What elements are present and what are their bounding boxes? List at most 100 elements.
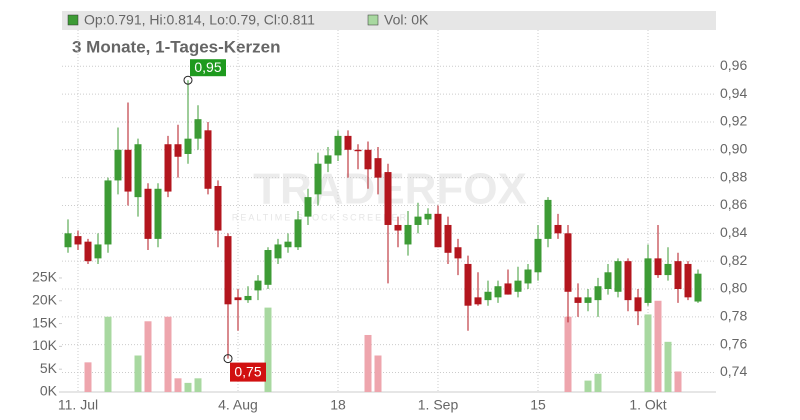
subtitle: 3 Monate, 1-Tages-Kerzen xyxy=(72,37,280,56)
volume-bar xyxy=(264,307,272,392)
y-tick-label: 0,78 xyxy=(720,308,747,324)
candle-body xyxy=(204,130,212,189)
candle-body xyxy=(184,138,192,154)
candle-body xyxy=(564,233,572,292)
x-tick-label: 15 xyxy=(530,397,546,413)
candle-body xyxy=(594,286,602,301)
high-label: 0,95 xyxy=(194,59,221,75)
y-tick-label: 0,86 xyxy=(720,196,747,212)
candle-body xyxy=(534,238,542,273)
candle-body xyxy=(374,158,382,178)
candle-body xyxy=(74,236,82,245)
volume-bar xyxy=(674,371,682,392)
candle-body xyxy=(154,188,162,239)
candle-body xyxy=(114,149,122,181)
candle-body xyxy=(514,280,522,292)
candle-body xyxy=(674,261,682,289)
volume-header: Vol: 0K xyxy=(384,12,429,28)
volume-bar xyxy=(164,316,172,392)
candle-body xyxy=(134,144,142,198)
candle-body xyxy=(664,263,672,276)
candle-body xyxy=(444,224,452,253)
candle-body xyxy=(634,297,642,312)
x-tick-label: 4. Aug xyxy=(218,397,258,413)
candle-body xyxy=(694,273,702,302)
candle-body xyxy=(604,272,612,289)
candle-body xyxy=(304,197,312,217)
candle-body xyxy=(414,216,422,225)
candle-body xyxy=(334,135,342,156)
candle-body xyxy=(404,224,412,245)
volume-bar xyxy=(104,316,112,392)
candle-body xyxy=(504,283,512,295)
y2-tick-label: 5K xyxy=(40,360,58,376)
volume-bar xyxy=(374,355,382,392)
header-bar xyxy=(62,11,716,30)
y-tick-label: 0,74 xyxy=(720,363,747,379)
y-tick-label: 0,92 xyxy=(720,113,747,129)
candle-body xyxy=(494,286,502,298)
volume-bar xyxy=(174,378,182,392)
candle-body xyxy=(644,258,652,303)
volume-bar xyxy=(654,300,662,392)
candle-body xyxy=(684,263,692,298)
y-tick-label: 0,94 xyxy=(720,85,747,101)
y-tick-label: 0,80 xyxy=(720,280,747,296)
volume-bar xyxy=(84,362,92,392)
candle-body xyxy=(314,163,322,195)
candle-body xyxy=(254,280,262,291)
candle-body xyxy=(164,144,172,192)
candle-body xyxy=(354,149,362,152)
candle-body xyxy=(234,297,242,301)
candle-body xyxy=(124,149,132,192)
candle-body xyxy=(384,172,392,225)
y-tick-label: 0,82 xyxy=(720,252,747,268)
candle-body xyxy=(574,297,582,303)
candle-body xyxy=(544,199,552,239)
candle-body xyxy=(624,261,632,301)
candle-body xyxy=(654,258,662,276)
candle-body xyxy=(104,180,112,245)
high-marker xyxy=(183,75,193,85)
candle-body xyxy=(394,224,402,231)
y2-tick-label: 15K xyxy=(32,314,58,330)
y2-tick-label: 20K xyxy=(32,291,58,307)
candle-body xyxy=(274,244,282,259)
watermark-sub: REALTIME STOCK SCREENER xyxy=(232,212,408,222)
volume-bar xyxy=(594,373,602,392)
candle-body xyxy=(284,241,292,248)
candle-body xyxy=(294,219,302,248)
volume-bar xyxy=(144,321,152,392)
y-tick-label: 0,84 xyxy=(720,224,747,240)
candle-body xyxy=(554,224,562,234)
y-tick-label: 0,88 xyxy=(720,168,747,184)
x-tick-label: 1. Sep xyxy=(418,397,459,413)
volume-bar xyxy=(584,380,592,392)
volume-swatch xyxy=(367,14,379,26)
candle-body xyxy=(94,244,102,259)
volume-bar xyxy=(364,334,372,392)
candle-body xyxy=(434,213,442,248)
candle-body xyxy=(344,135,352,150)
candle-body xyxy=(84,241,92,262)
y-tick-label: 0,90 xyxy=(720,141,747,157)
candle-body xyxy=(464,263,472,306)
y2-tick-label: 0K xyxy=(40,383,58,399)
low-marker xyxy=(223,354,233,364)
x-tick-label: 11. Jul xyxy=(58,397,98,413)
candle-body xyxy=(194,119,202,139)
candle-body xyxy=(524,269,532,284)
y-tick-label: 0,76 xyxy=(720,335,747,351)
candle-body xyxy=(484,291,492,301)
low-label-box xyxy=(230,362,266,382)
candle-body xyxy=(474,297,482,305)
ohlc-header: Op:0.791, Hi:0.814, Lo:0.79, Cl:0.811 xyxy=(84,12,315,28)
candle-body xyxy=(424,213,432,220)
candle-body xyxy=(584,297,592,303)
y-tick-label: 0,96 xyxy=(720,57,747,73)
volume-bar xyxy=(644,314,652,392)
candle-body xyxy=(214,185,222,231)
candle-body xyxy=(614,261,622,292)
candle-body xyxy=(64,233,72,248)
